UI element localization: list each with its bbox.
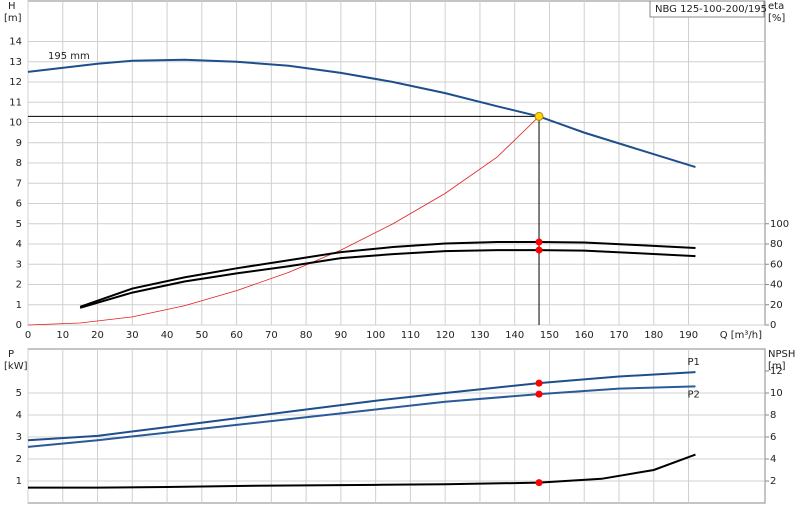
series-label: P2 xyxy=(687,389,699,400)
y2-tick-label: 80 xyxy=(770,239,783,250)
y-axis-unit: [kW] xyxy=(4,361,28,372)
x-tick-label: 140 xyxy=(505,330,524,341)
y-tick-label: 4 xyxy=(16,239,22,250)
y-tick-label: 14 xyxy=(9,37,22,48)
x-tick-label: 90 xyxy=(335,330,348,341)
y2-axis-label: NPSH xyxy=(768,349,795,360)
y2-tick-label: 40 xyxy=(770,280,783,291)
y2-tick-label: 10 xyxy=(770,388,783,399)
y-axis-label: P xyxy=(8,349,14,360)
x-tick-label: 190 xyxy=(679,330,698,341)
y-tick-label: 6 xyxy=(16,199,22,210)
duty-point xyxy=(535,238,543,246)
duty-point xyxy=(535,390,543,398)
y-tick-label: 8 xyxy=(16,158,22,169)
y-tick-label: 0 xyxy=(16,320,22,331)
y-tick-label: 10 xyxy=(9,118,22,129)
x-tick-label: 50 xyxy=(195,330,208,341)
y2-axis-unit: [m] xyxy=(768,361,786,372)
y-tick-label: 13 xyxy=(9,57,22,68)
x-tick-label: 100 xyxy=(366,330,385,341)
y2-tick-label: 100 xyxy=(770,219,789,230)
duty-point xyxy=(534,111,544,121)
curve xyxy=(27,385,696,448)
curve xyxy=(79,249,696,309)
curve xyxy=(27,116,540,326)
x-tick-label: 60 xyxy=(230,330,243,341)
series-label: 195 mm xyxy=(48,51,90,62)
x-tick-label: 0 xyxy=(25,330,31,341)
curve xyxy=(28,453,696,489)
y-tick-label: 11 xyxy=(9,97,22,108)
curve xyxy=(79,240,696,308)
y2-tick-label: 2 xyxy=(770,476,776,487)
x-tick-label: 40 xyxy=(161,330,174,341)
y-axis-unit: [m] xyxy=(4,13,22,24)
x-tick-label: 30 xyxy=(126,330,139,341)
x-tick-label: 160 xyxy=(575,330,594,341)
x-tick-label: 70 xyxy=(265,330,278,341)
x-tick-label: 120 xyxy=(436,330,455,341)
x-tick-label: 20 xyxy=(91,330,104,341)
model-label: NBG 125-100-200/195 xyxy=(655,4,767,15)
duty-point xyxy=(535,379,543,387)
x-tick-label: 170 xyxy=(609,330,628,341)
plot-area xyxy=(27,348,766,504)
y-tick-label: 2 xyxy=(16,454,22,465)
x-tick-label: 80 xyxy=(300,330,313,341)
y2-axis-unit: [%] xyxy=(768,13,785,24)
y-tick-label: 5 xyxy=(16,388,22,399)
y2-tick-label: 6 xyxy=(770,432,776,443)
series-label: P1 xyxy=(687,357,699,368)
y2-tick-label: 60 xyxy=(770,259,783,270)
y2-axis-label: eta xyxy=(768,1,784,12)
y-tick-label: 7 xyxy=(16,178,22,189)
y-tick-label: 12 xyxy=(9,77,22,88)
y-tick-label: 5 xyxy=(16,219,22,230)
y-tick-label: 4 xyxy=(16,410,22,421)
curve xyxy=(27,58,696,169)
x-tick-label: 180 xyxy=(644,330,663,341)
y-tick-label: 3 xyxy=(16,259,22,270)
y2-tick-label: 20 xyxy=(770,300,783,311)
y-tick-label: 2 xyxy=(16,280,22,291)
y2-tick-label: 0 xyxy=(770,320,776,331)
y-axis-label: H xyxy=(8,1,16,12)
x-tick-label: 150 xyxy=(540,330,559,341)
duty-point xyxy=(535,246,543,254)
y2-tick-label: 8 xyxy=(770,410,776,421)
y-tick-label: 1 xyxy=(16,476,22,487)
y-tick-label: 1 xyxy=(16,300,22,311)
model-box xyxy=(649,0,765,18)
x-tick-label: 130 xyxy=(470,330,489,341)
y2-tick-label: 4 xyxy=(770,454,776,465)
x-tick-label: 110 xyxy=(401,330,420,341)
x-tick-label: 10 xyxy=(56,330,69,341)
y-tick-label: 9 xyxy=(16,138,22,149)
duty-point xyxy=(535,479,543,487)
curve xyxy=(27,371,696,442)
y2-tick-label: 12 xyxy=(770,366,783,377)
x-axis-label: Q [m³/h] xyxy=(720,330,762,341)
y-tick-label: 3 xyxy=(16,432,22,443)
